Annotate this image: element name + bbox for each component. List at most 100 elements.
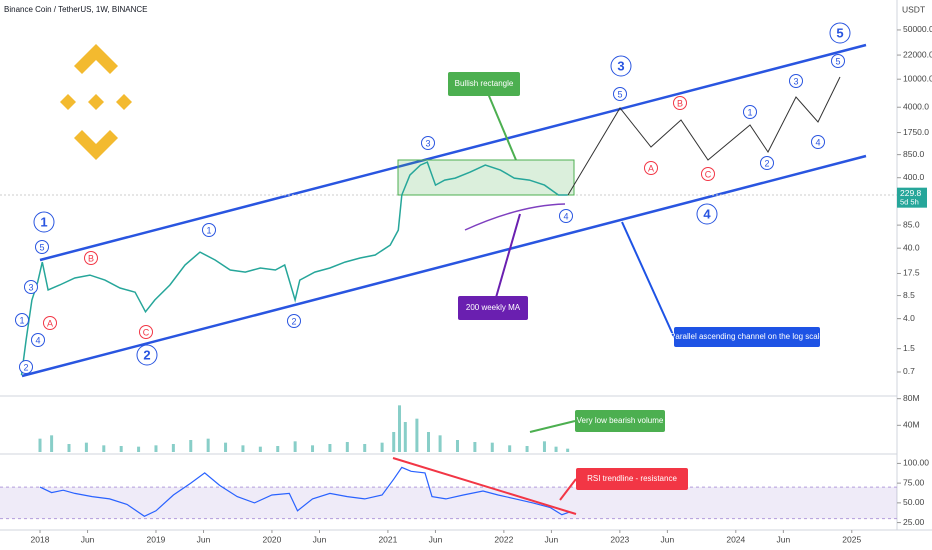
wave-label: 1 [747,107,752,117]
y-tick-label: 22000.0 [903,49,932,59]
wave-label: 5 [835,56,840,66]
volume-bar [154,445,158,452]
x-tick-label: Jun [661,534,675,544]
wave-label: 4 [35,335,40,345]
price-line [20,161,568,376]
wave-marker [43,316,57,330]
price-tag-label: 229.8 [900,188,922,198]
y-tick-label: 75.00 [903,477,925,487]
volume-bar [525,446,529,452]
wave-label: 2 [143,347,150,362]
wave-label: 4 [703,206,711,221]
rsi-band [0,487,897,519]
callout-text: 200 weekly MA [466,303,521,312]
wave-label: C [143,327,150,337]
volume-bar [119,446,123,452]
wave-marker [701,167,715,181]
wave-marker [139,325,153,339]
x-tick-label: 2023 [610,534,629,544]
wave-marker [421,136,435,150]
wave-label: 5 [836,25,843,40]
volume-bar [276,446,280,452]
volume-bar [403,422,407,452]
callout-text: Very low bearish volume [577,416,664,425]
wave-marker [31,333,45,347]
volume-bar [398,405,402,452]
volume-bar [84,442,88,452]
wave-label: B [88,253,94,263]
y-tick-label: 50000.0 [903,24,932,34]
wave-marker [136,344,158,366]
x-tick-label: 2020 [262,534,281,544]
callout-line [529,420,576,433]
x-tick-label: Jun [429,534,443,544]
callout-box [458,296,528,320]
wave-label: 1 [40,214,47,229]
x-tick-label: Jun [81,534,95,544]
x-tick-label: 2019 [147,534,166,544]
y-tick-label: 25.00 [903,517,925,527]
wave-label: 2 [23,362,28,372]
callout-text: Bullish rectangle [455,79,514,88]
volume-bar [426,432,430,452]
y-tick-label: 8.5 [903,290,915,300]
callout-box [575,410,665,432]
wave-marker [35,240,49,254]
y-tick-label: 1.5 [903,343,915,353]
y-tick-label: 85.0 [903,219,920,229]
moving-average [464,203,566,231]
wave-marker [829,22,851,44]
y-tick-label: 400.0 [903,172,925,182]
wave-label: 2 [291,316,296,326]
volume-bar [258,446,262,452]
y-tick-label: 4.0 [903,313,915,323]
wave-label: 1 [206,225,211,235]
channel-line [21,154,867,378]
volume-bar [438,435,442,452]
x-tick-label: 2025 [842,534,861,544]
callout-box [674,327,820,347]
wave-marker [696,203,718,225]
callout-line [492,213,521,309]
rsi-line [39,466,569,517]
volume-bar [392,432,396,452]
volume-bar [455,440,459,452]
wave-label: 3 [425,138,430,148]
wave-marker [831,54,845,68]
wave-label: 5 [617,89,622,99]
callout-text: Parallel ascending channel on the log sc… [670,332,824,341]
volume-bar [189,440,193,452]
wave-marker [559,209,573,223]
volume-bar [311,445,315,452]
y-tick-label: 1750.0 [903,127,929,137]
volume-bar [542,441,546,452]
y-tick-label: 17.5 [903,268,920,278]
x-tick-label: 2024 [726,534,745,544]
wave-label: 3 [617,58,624,73]
wave-label: A [648,163,654,173]
wave-marker [644,161,658,175]
x-tick-label: Jun [776,534,790,544]
y-tick-label: 40M [903,420,920,430]
wave-marker [15,313,29,327]
wave-marker [760,156,774,170]
wave-marker [84,251,98,265]
wave-marker [33,211,55,233]
volume-bar [415,418,419,452]
volume-bar [508,445,512,452]
chart-title: Binance Coin / TetherUS, 1W, BINANCE [4,5,147,14]
volume-bar [67,444,71,452]
wave-marker [789,74,803,88]
wave-label: 1 [19,315,24,325]
volume-bar [50,435,54,452]
volume-bar [554,446,558,452]
y-tick-label: 10000.0 [903,73,932,83]
y-tick-label: 80M [903,393,920,403]
wave-marker [19,360,33,374]
x-tick-label: Jun [313,534,327,544]
x-tick-label: 2022 [494,534,513,544]
volume-bar [102,445,106,452]
wave-label: 5 [39,242,44,252]
x-tick-label: Jun [197,534,211,544]
wave-marker [811,135,825,149]
